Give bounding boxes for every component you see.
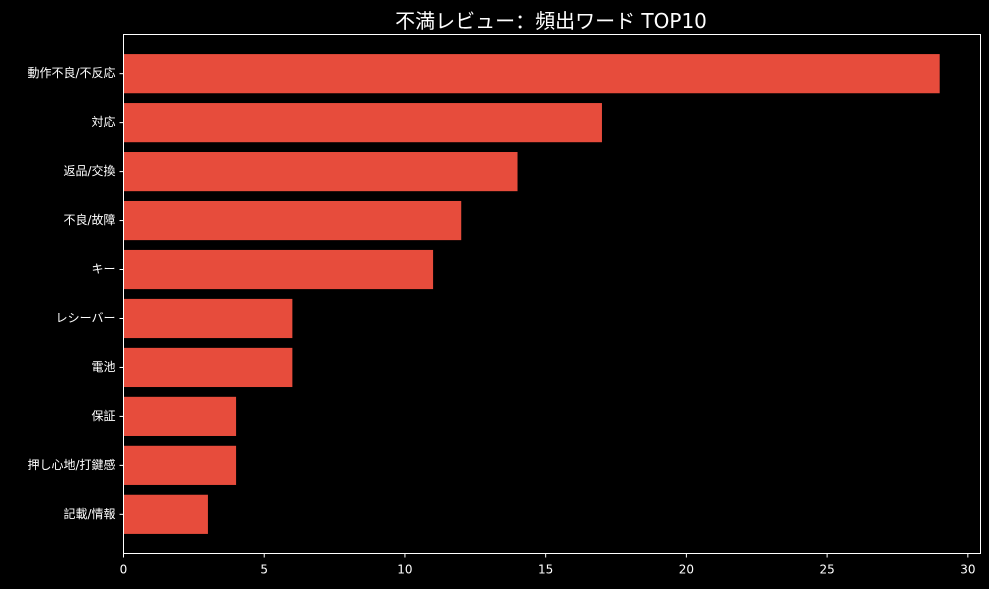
y-tick-label: 電池 (91, 360, 115, 374)
bar (123, 200, 462, 241)
y-tick-label: 不良/故障 (63, 212, 115, 227)
x-tick-label: 5 (260, 563, 268, 577)
x-tick-label: 0 (120, 563, 128, 577)
bar (123, 249, 434, 290)
bar (123, 494, 208, 534)
bar (123, 54, 940, 94)
x-tick-label: 10 (397, 563, 412, 577)
bar (123, 103, 602, 143)
bar (123, 396, 237, 436)
x-tick-label: 25 (819, 563, 834, 577)
y-tick-label: 対応 (91, 115, 115, 129)
bar (123, 347, 293, 388)
y-tick-label: 押し心地/打鍵感 (27, 457, 115, 472)
x-axis-ticks: 0 5 10 15 20 25 30 (120, 553, 975, 577)
y-tick-label: 返品/交換 (63, 163, 115, 178)
bar (123, 445, 237, 485)
x-tick-label: 15 (538, 563, 553, 577)
plot-frame (123, 34, 981, 554)
bar (123, 298, 293, 339)
y-tick-label: 記載/情報 (63, 506, 115, 521)
y-tick-label: 保証 (91, 409, 115, 423)
y-tick-label: レシーバー (56, 311, 116, 325)
y-axis-ticks: 動作不良/不反応対応返品/交換不良/故障キーレシーバー電池保証押し心地/打鍵感記… (27, 65, 124, 521)
y-tick-label: 動作不良/不反応 (27, 65, 115, 80)
bars-layer (123, 54, 940, 534)
x-tick-label: 30 (960, 563, 975, 577)
y-tick-label: キー (91, 262, 115, 276)
bar (123, 152, 518, 192)
chart-title: 不満レビュー：頻出ワード TOP10 (395, 9, 707, 33)
x-tick-label: 20 (679, 563, 694, 577)
